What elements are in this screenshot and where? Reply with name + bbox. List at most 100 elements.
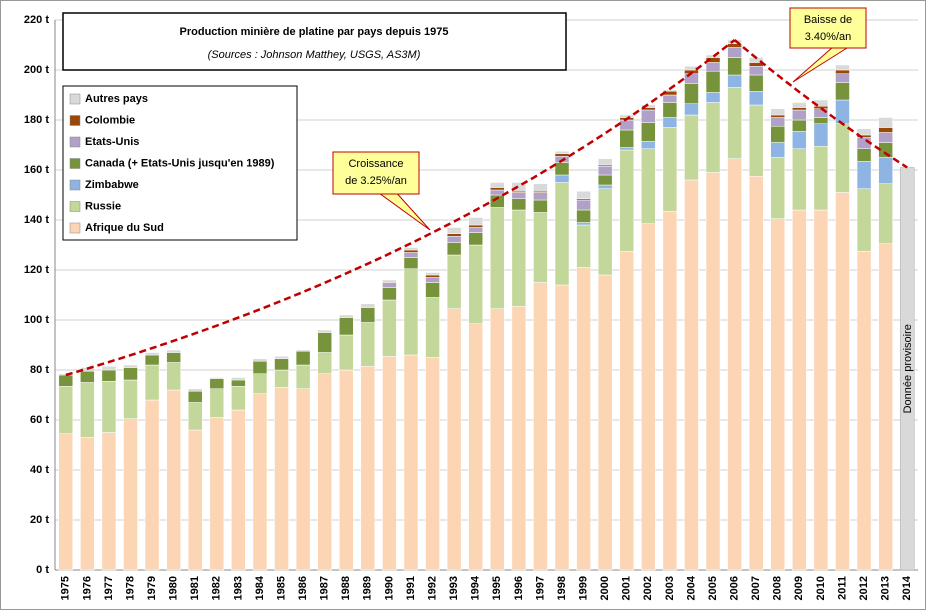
x-tick-label: 1978 xyxy=(124,576,136,600)
x-tick-label: 1990 xyxy=(383,576,395,600)
bar-segment xyxy=(144,364,160,401)
bar-segment xyxy=(662,127,678,212)
bar-segment xyxy=(403,257,419,269)
bar-segment xyxy=(641,223,656,571)
x-tick-label: 2001 xyxy=(621,576,633,600)
bar-segment xyxy=(835,73,850,83)
x-tick-label: 2004 xyxy=(685,575,697,600)
annotation-box xyxy=(332,151,420,195)
bar-segment xyxy=(727,158,742,571)
bar-segment xyxy=(231,379,246,387)
bar-segment xyxy=(339,317,354,336)
bar-segment xyxy=(490,182,505,188)
bar-segment xyxy=(403,247,419,251)
legend-box xyxy=(62,85,298,241)
bar-segment xyxy=(878,117,893,128)
legend-label: Colombie xyxy=(85,114,135,126)
bar-segment xyxy=(295,364,311,389)
bar-segment xyxy=(382,287,397,301)
bar-segment xyxy=(446,254,462,309)
bar-segment xyxy=(705,102,721,173)
x-tick-label: 1996 xyxy=(513,576,525,600)
x-tick-label: 1987 xyxy=(319,576,331,600)
bar-segment xyxy=(425,277,440,283)
bar-segment xyxy=(382,283,397,288)
x-tick-label: 1983 xyxy=(232,576,244,600)
bar-segment xyxy=(468,217,483,226)
y-tick-label: 180 t xyxy=(24,114,49,126)
legend-label: Russie xyxy=(85,200,121,212)
bar-segment xyxy=(684,179,699,571)
bar-segment xyxy=(511,182,527,192)
bar-segment xyxy=(101,369,117,382)
bar-segment xyxy=(252,373,268,394)
bar-segment xyxy=(576,267,591,571)
bar-segment xyxy=(554,182,570,286)
bar-segment xyxy=(878,127,893,133)
annotation-pointer xyxy=(380,193,431,231)
bar-segment xyxy=(619,147,634,151)
legend-label: Canada (+ Etats-Unis jusqu'en 1989) xyxy=(85,157,275,169)
x-tick-label: 1998 xyxy=(556,576,568,600)
bar-segment xyxy=(123,418,138,571)
bar-segment xyxy=(748,91,764,106)
legend-swatch xyxy=(69,201,81,212)
bar-segment xyxy=(252,358,268,362)
bar-segment xyxy=(576,209,591,223)
bar-segment xyxy=(231,377,246,381)
bar-segment xyxy=(425,282,440,298)
legend-label: Autres pays xyxy=(85,93,148,105)
bar-segment xyxy=(468,244,483,324)
bar-segment xyxy=(835,123,850,193)
bar-segment xyxy=(209,417,225,571)
bar-segment xyxy=(403,249,419,253)
bar-segment xyxy=(468,227,483,233)
x-tick-label: 2011 xyxy=(836,576,848,600)
bar-segment xyxy=(619,149,634,252)
bar-segment xyxy=(80,382,95,438)
bar-segment xyxy=(468,323,483,571)
bar-segment xyxy=(446,308,462,571)
annotation-pointer xyxy=(792,47,848,83)
y-tick-label: 80 t xyxy=(30,364,49,376)
bar-segment xyxy=(792,109,807,121)
bar-segment xyxy=(101,381,117,433)
legend-swatch xyxy=(69,179,81,191)
legend-label: Afrique du Sud xyxy=(85,222,164,234)
bar-segment xyxy=(554,162,570,176)
y-tick-label: 100 t xyxy=(24,314,49,326)
bar-segment xyxy=(295,349,311,352)
bar-segment xyxy=(619,119,634,131)
bar-segment xyxy=(252,393,268,571)
bar-segment xyxy=(403,354,419,571)
bar-segment xyxy=(576,191,591,199)
bar-segment xyxy=(597,166,613,176)
bar-segment xyxy=(468,232,483,246)
chart-subtitle: (Sources : Johnson Matthey, USGS, AS3M) xyxy=(208,49,421,61)
bar-segment xyxy=(641,122,656,142)
bar-segment xyxy=(835,69,850,74)
legend-swatch xyxy=(69,115,81,126)
bar-segment xyxy=(490,308,505,571)
bar-segment xyxy=(360,366,376,571)
bar-segment xyxy=(58,433,74,571)
x-tick-label: 1985 xyxy=(275,576,287,600)
bar-segment xyxy=(144,352,160,356)
bar-segment xyxy=(792,209,807,571)
bar-segment xyxy=(187,402,203,431)
bar-segment xyxy=(274,369,289,388)
annotation-text: Croissance xyxy=(348,158,403,170)
bar-segment xyxy=(597,188,613,276)
bar-segment xyxy=(490,187,505,191)
x-tick-label: 1997 xyxy=(534,576,546,600)
bar-segment xyxy=(684,114,699,181)
bar-segment xyxy=(792,131,807,149)
legend-swatch xyxy=(69,222,81,234)
x-tick-label: 1991 xyxy=(405,576,417,600)
bar-segment xyxy=(554,284,570,571)
bar-segment xyxy=(748,176,764,571)
bar-segment xyxy=(446,233,462,237)
x-tick-label: 1986 xyxy=(297,576,309,600)
bar-segment xyxy=(770,126,786,143)
bar-segment xyxy=(317,332,332,353)
